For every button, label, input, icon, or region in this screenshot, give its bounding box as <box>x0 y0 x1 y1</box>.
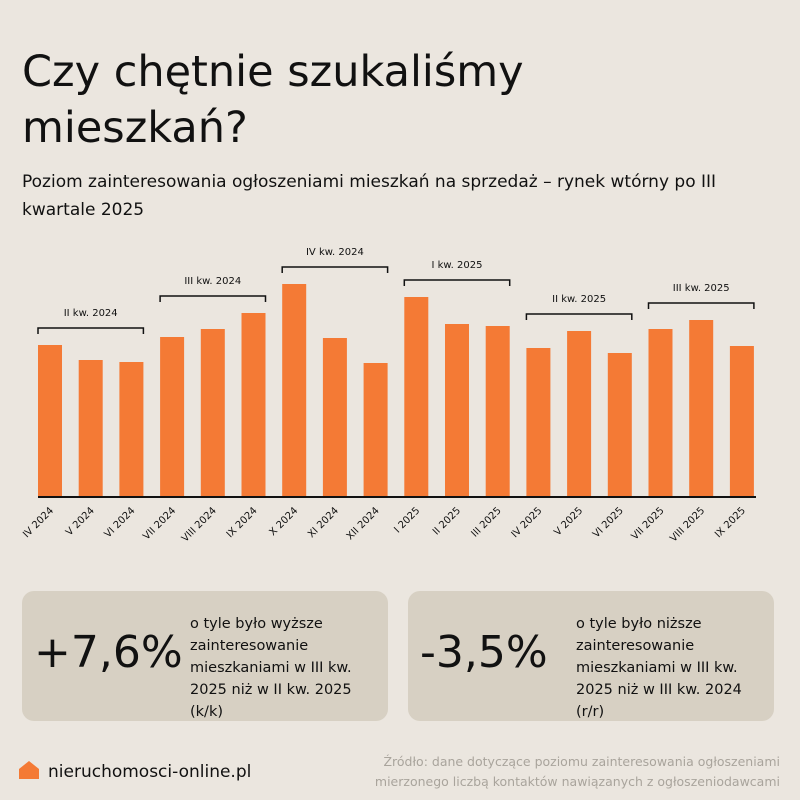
stat-box: +7,6% o tyle było wyższe zainteresowanie… <box>22 591 388 721</box>
source: Źródło: dane dotyczące poziomu zainteres… <box>374 754 780 789</box>
x-tick-label: VII 2024 <box>141 505 178 542</box>
x-tick-label: IV 2024 <box>21 505 56 540</box>
stat-text: o tyle było niższe zainteresowanie miesz… <box>576 616 742 720</box>
bar <box>648 329 673 497</box>
x-tick-label: XI 2024 <box>306 505 341 540</box>
x-tick-label: VI 2025 <box>591 505 626 540</box>
x-tick-label: I 2025 <box>392 505 422 535</box>
x-tick-label: IX 2024 <box>225 505 260 540</box>
x-tick-label: XII 2024 <box>345 505 382 542</box>
bar <box>160 337 185 497</box>
bar <box>567 331 592 497</box>
subtitle: Poziom zainteresowania ogłoszeniami mies… <box>22 172 717 220</box>
bar <box>607 353 632 497</box>
bracket <box>647 302 755 309</box>
x-tick-label: II 2025 <box>431 505 463 537</box>
logo-icon <box>19 761 39 779</box>
title: Czy chętnie szukaliśmy mieszkań? <box>22 47 524 153</box>
bar <box>119 362 144 497</box>
bar <box>282 284 307 497</box>
stat-box: -3,5% o tyle było niższe zainteresowanie… <box>408 591 774 721</box>
x-tick-label: V 2024 <box>64 505 97 538</box>
x-tick-label: IX 2025 <box>713 505 748 540</box>
x-tick-label: III 2025 <box>470 505 504 539</box>
stat-value: -3,5% <box>420 627 548 678</box>
bar <box>445 324 469 497</box>
bar <box>729 346 754 497</box>
bracket <box>281 266 389 273</box>
bar <box>485 326 510 497</box>
x-tick-label: VIII 2025 <box>668 505 707 544</box>
quarter-label: III kw. 2024 <box>184 276 241 287</box>
stat-value: +7,6% <box>34 627 183 678</box>
x-tick-label: VII 2025 <box>630 505 667 542</box>
x-tick-label: VI 2024 <box>103 505 138 540</box>
bar <box>200 329 225 497</box>
quarter-label: II kw. 2025 <box>552 294 606 305</box>
x-tick-label: V 2025 <box>552 505 585 538</box>
bar <box>689 320 714 497</box>
bar <box>526 348 551 497</box>
site: nieruchomosci-online.pl <box>48 762 252 782</box>
x-tick-label: X 2024 <box>267 505 300 538</box>
stat-text: o tyle było wyższe zainteresowanie miesz… <box>190 616 352 720</box>
bracket <box>403 279 511 286</box>
quarter-label: III kw. 2025 <box>673 283 730 294</box>
bar <box>322 338 347 497</box>
quarter-label: IV kw. 2024 <box>306 247 364 258</box>
x-tick-label: IV 2025 <box>510 505 545 540</box>
bar <box>241 313 266 497</box>
bar <box>363 363 388 497</box>
bracket <box>159 295 267 302</box>
bar <box>38 345 62 497</box>
bar <box>78 360 103 497</box>
bracket <box>37 327 145 334</box>
bar <box>404 297 429 497</box>
quarter-label: II kw. 2024 <box>64 308 118 319</box>
x-tick-label: VIII 2024 <box>180 505 219 544</box>
bracket <box>525 313 633 320</box>
chart: IV 2024 V 2024 VI 2024 VII 2024 VIII 2024 IX … <box>21 247 756 544</box>
quarter-label: I kw. 2025 <box>432 260 483 271</box>
